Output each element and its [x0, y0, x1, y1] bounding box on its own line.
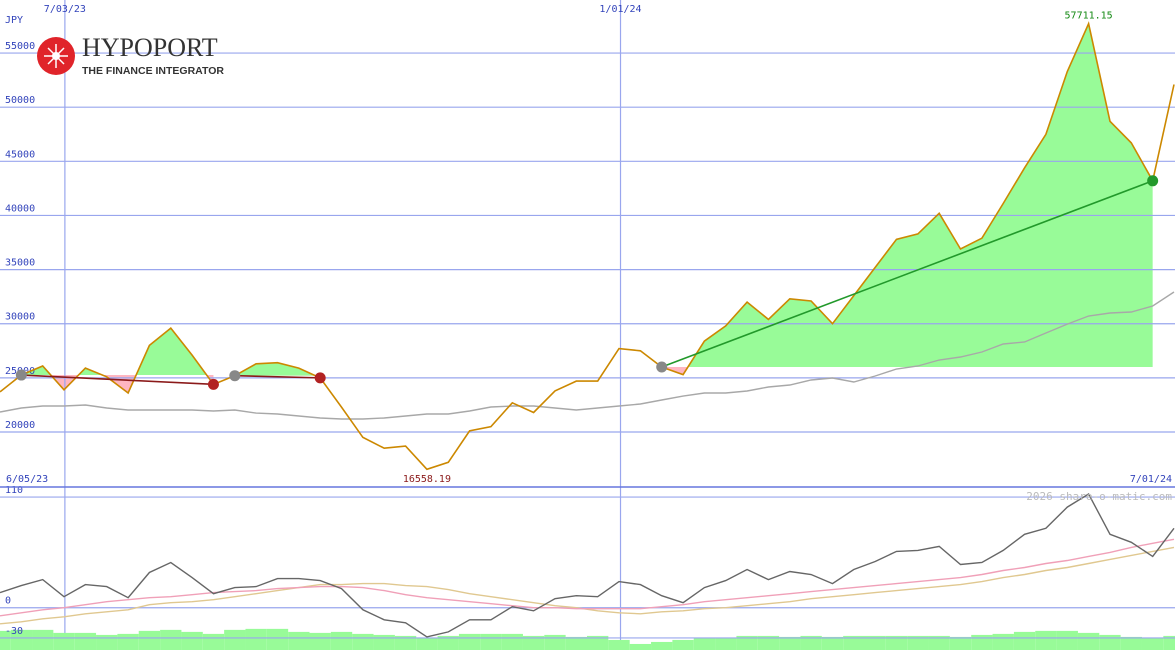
y-tick-label: -30: [5, 626, 23, 637]
y-tick-label: 45000: [5, 149, 35, 160]
volume-bar: [53, 632, 75, 650]
volume-bar: [32, 629, 54, 650]
volume-bar: [1035, 630, 1057, 650]
x-end-label: 7/01/24: [1130, 474, 1172, 485]
volume-bar: [480, 633, 502, 650]
volume-bar: [138, 630, 161, 650]
volume-bar: [608, 639, 630, 650]
volume-bar: [544, 634, 566, 650]
volume-bar: [202, 633, 225, 650]
volume-bar: [0, 630, 11, 650]
series-line: [0, 21, 1175, 471]
series-line: [0, 546, 1175, 625]
volume-bar: [949, 636, 972, 650]
volume-bar: [309, 632, 331, 650]
signal-end: [1147, 175, 1159, 187]
logo: HYPOPORT THE FINANCE INTEGRATOR: [37, 33, 224, 77]
logo-center: [52, 52, 60, 60]
logo-name: HYPOPORT: [82, 33, 218, 62]
volume-bar: [437, 635, 459, 650]
logo-tagline: THE FINANCE INTEGRATOR: [82, 65, 224, 77]
volume-bar: [757, 635, 780, 650]
volume-bar: [394, 635, 417, 650]
y-tick-label: 35000: [5, 258, 35, 269]
volume-bar: [352, 633, 374, 650]
y-tick-label: 40000: [5, 203, 35, 214]
volume-bar: [96, 634, 118, 650]
volume-bar: [266, 628, 289, 650]
y-tick-label: 20000: [5, 420, 35, 431]
x-tick-label: 7/03/23: [44, 4, 86, 15]
volume-bar: [330, 631, 353, 650]
volume-bar: [501, 633, 523, 650]
volume-bar: [1056, 630, 1078, 650]
y-tick-label: 110: [5, 485, 23, 496]
volume-bar: [800, 635, 822, 650]
volume-bar: [992, 633, 1014, 650]
value-label: 57711.15: [1065, 11, 1113, 22]
volume-bar: [458, 633, 481, 650]
volume-bar: [1077, 632, 1100, 650]
volume-bar: [1013, 631, 1036, 650]
volume-bar: [651, 641, 673, 650]
signal-start: [15, 369, 27, 381]
trend-line: [661, 180, 1153, 368]
volume-bar: [843, 635, 865, 650]
volume-bar: [117, 633, 139, 650]
signal-end: [314, 372, 326, 384]
volume-bar: [245, 628, 267, 650]
series-line: [0, 538, 1175, 617]
volume-bar: [928, 635, 950, 650]
volume-bar: [885, 635, 908, 650]
volume-bar: [288, 631, 310, 650]
volume-bar: [416, 637, 438, 650]
volume-bar: [629, 643, 652, 650]
volume-bar: [864, 635, 886, 650]
volume-bar: [693, 637, 716, 650]
volume-bar: [10, 629, 33, 650]
volume-bar: [181, 631, 203, 650]
x-tick-label: 1/01/24: [599, 4, 641, 15]
volume-bar: [565, 636, 587, 650]
volume-bar: [160, 629, 182, 650]
volume-bar: [971, 634, 993, 650]
volume-bar: [522, 635, 545, 650]
volume-bar: [736, 635, 758, 650]
series-line: [0, 291, 1175, 420]
volume-bar: [1099, 634, 1121, 650]
volume-bar: [1141, 637, 1164, 650]
y-tick-label: 50000: [5, 95, 35, 106]
volume-bar: [224, 629, 246, 650]
volume-bar: [1163, 635, 1175, 650]
volume-bar: [373, 634, 395, 650]
signal-end: [207, 378, 219, 390]
y-tick-label: 55000: [5, 41, 35, 52]
series-line: [0, 493, 1175, 638]
y-axis-label: JPY: [5, 15, 23, 26]
volume-bar: [715, 637, 737, 650]
x-start-label: 6/05/23: [6, 474, 48, 485]
y-tick-label: 0: [5, 596, 11, 607]
volume-bar: [1120, 636, 1142, 650]
volume-bar: [907, 635, 929, 650]
watermark: 2026 share-o-matic.com: [1026, 490, 1172, 503]
trend-line: [234, 374, 321, 379]
volume-bar: [779, 636, 801, 650]
signal-fill-up: [234, 362, 321, 376]
signal-start: [229, 370, 241, 382]
signal-fill-up: [21, 328, 214, 376]
volume-bar: [74, 632, 97, 650]
volume-bar: [672, 639, 694, 650]
value-label: 16558.19: [403, 474, 451, 485]
signal-fill-up: [661, 23, 1153, 368]
volume-bar: [821, 636, 844, 650]
trend-line: [21, 374, 214, 386]
signal-start: [656, 361, 668, 373]
y-tick-label: 30000: [5, 312, 35, 323]
volume-bar: [587, 635, 609, 650]
